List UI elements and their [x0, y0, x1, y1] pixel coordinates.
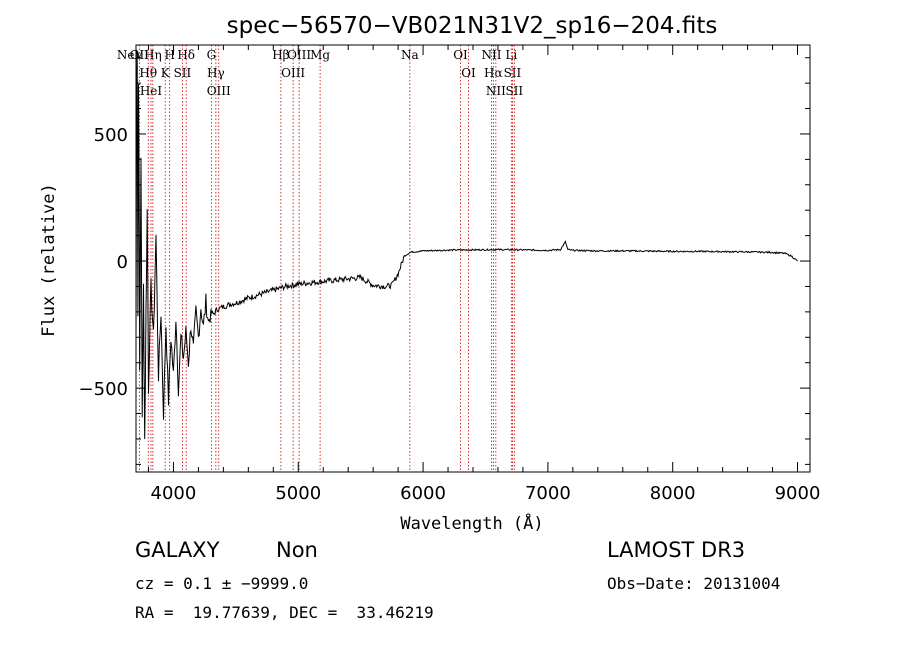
line-label-Hθ: Hθ	[139, 66, 157, 80]
line-label-SII: SII	[174, 66, 192, 80]
line-label-G: G	[207, 48, 217, 62]
x-tick-label: 4000	[151, 483, 197, 504]
series-line-spectrum	[135, 51, 798, 440]
line-label-Na: Na	[401, 48, 419, 62]
chart-title: spec−56570−VB021N31V2_sp16−204.fits	[227, 13, 718, 39]
object-class: GALAXY	[135, 538, 220, 562]
survey-name: LAMOST DR3	[607, 538, 746, 562]
x-tick-label: 7000	[525, 483, 571, 504]
line-label-OI: OI	[461, 66, 476, 80]
y-axis-title: Flux (relative)	[39, 183, 59, 337]
line-label-Hα: Hα	[484, 66, 503, 80]
y-tick-label: 0	[117, 252, 128, 273]
line-label-Hγ: Hγ	[207, 66, 225, 80]
line-label-K: K	[161, 66, 171, 80]
y-tick-label: 500	[94, 125, 128, 146]
series-layer	[135, 51, 798, 440]
x-tick-label: 8000	[650, 483, 696, 504]
line-label-H: H	[164, 48, 174, 62]
line-label-OIII: OIII	[207, 84, 231, 98]
line-label-Hδ: Hδ	[177, 48, 195, 62]
line-label-OIII: OIII	[287, 48, 311, 62]
obs-date: Obs−Date: 20131004	[607, 574, 781, 593]
line-label-SII: SII	[504, 66, 522, 80]
line-label-NII: NII	[486, 84, 506, 98]
line-label-Hβ: Hβ	[272, 48, 289, 62]
plot-frame	[135, 44, 811, 473]
x-tick-label: 9000	[775, 483, 821, 504]
line-label-OIII: OIII	[281, 66, 305, 80]
axis-ticks: 4000 5000 6000 7000 8000 9000 −500 0 500	[79, 45, 821, 504]
x-axis-title: Wavelength (Å)	[400, 512, 543, 534]
line-label-SII: SII	[505, 84, 523, 98]
redshift-readout: cz = 0.1 ± −9999.0	[135, 574, 309, 593]
line-label-HeI: HeI	[140, 84, 163, 98]
y-tick-label: −500	[79, 379, 128, 400]
line-label-NII: NII	[481, 48, 501, 62]
ra-dec-readout: RA = 19.77639, DEC = 33.46219	[135, 603, 434, 622]
object-subclass: Non	[276, 538, 318, 562]
line-label-OII: OII	[130, 48, 150, 62]
x-tick-label: 6000	[400, 483, 446, 504]
line-label-OI: OI	[453, 48, 468, 62]
line-label-Mg: Mg	[310, 48, 330, 62]
spectrum-chart: spec−56570−VB021N31V2_sp16−204.fits NeVO…	[39, 13, 821, 534]
line-label-Li: Li	[505, 48, 517, 62]
x-tick-label: 5000	[275, 483, 321, 504]
line-label-Hη: Hη	[144, 48, 162, 62]
